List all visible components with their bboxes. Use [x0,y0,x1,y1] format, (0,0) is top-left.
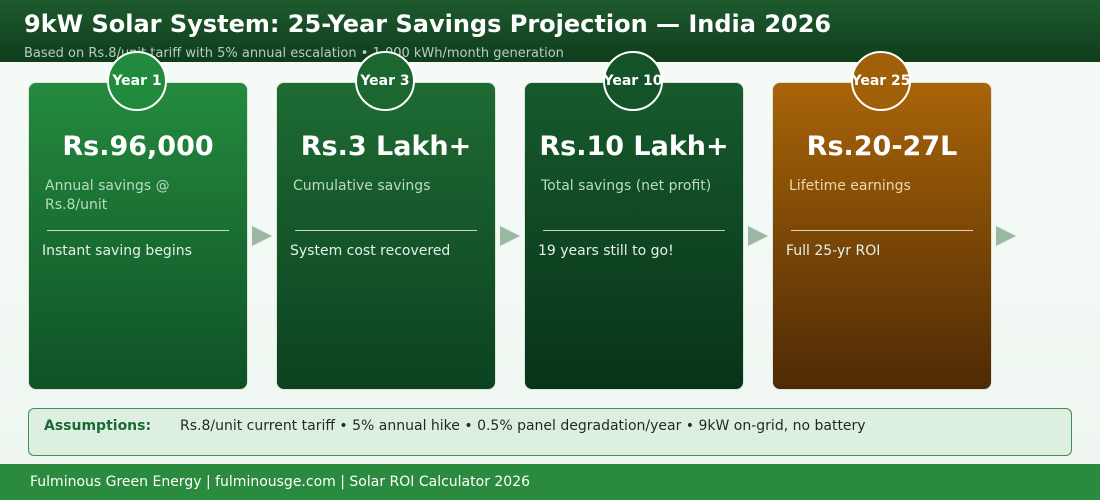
arrow-right-icon [996,226,1016,246]
assumptions-box: Assumptions: Rs.8/unit current tariff • … [28,408,1072,456]
footer-text: Fulminous Green Energy | fulminousge.com… [30,474,531,490]
milestone-card-year-3: Year 3 Rs.3 Lakh+ Cumulative savings Sys… [276,51,496,390]
milestone-card-year-1: Year 1 Rs.96,000 Annual savings @ Rs.8/u… [28,51,248,390]
milestone-card-year-25: Year 25 Rs.20-27L Lifetime earnings Full… [772,51,992,390]
savings-description: Annual savings @ Rs.8/unit [45,178,170,213]
milestone-card-year-10: Year 10 Rs.10 Lakh+ Total savings (net p… [524,51,744,390]
card-divider [47,230,229,231]
savings-description: Lifetime earnings [789,178,911,194]
savings-value: Rs.20-27L [806,131,958,162]
milestone-note: Full 25-yr ROI [786,243,881,259]
savings-value: Rs.10 Lakh+ [539,131,729,162]
year-badge: Year 10 [603,51,663,111]
assumptions-label: Assumptions: [44,418,152,434]
card-divider [543,230,725,231]
milestone-note: 19 years still to go! [538,243,674,259]
card-divider [295,230,477,231]
milestone-note: System cost recovered [290,243,451,259]
milestone-note: Instant saving begins [42,243,192,259]
header-banner: 9kW Solar System: 25-Year Savings Projec… [0,0,1100,62]
savings-value: Rs.3 Lakh+ [300,131,472,162]
arrow-right-icon [748,226,768,246]
savings-description: Total savings (net profit) [541,178,712,194]
page-subtitle: Based on Rs.8/unit tariff with 5% annual… [24,46,564,61]
footer-bar: Fulminous Green Energy | fulminousge.com… [0,464,1100,500]
page-title: 9kW Solar System: 25-Year Savings Projec… [24,10,832,38]
arrow-right-icon [500,226,520,246]
savings-value: Rs.96,000 [62,131,214,162]
card-divider [791,230,973,231]
assumptions-text: Rs.8/unit current tariff • 5% annual hik… [180,418,866,434]
year-badge: Year 25 [851,51,911,111]
arrow-right-icon [252,226,272,246]
year-badge: Year 1 [107,51,167,111]
savings-description: Cumulative savings [293,178,431,194]
year-badge: Year 3 [355,51,415,111]
